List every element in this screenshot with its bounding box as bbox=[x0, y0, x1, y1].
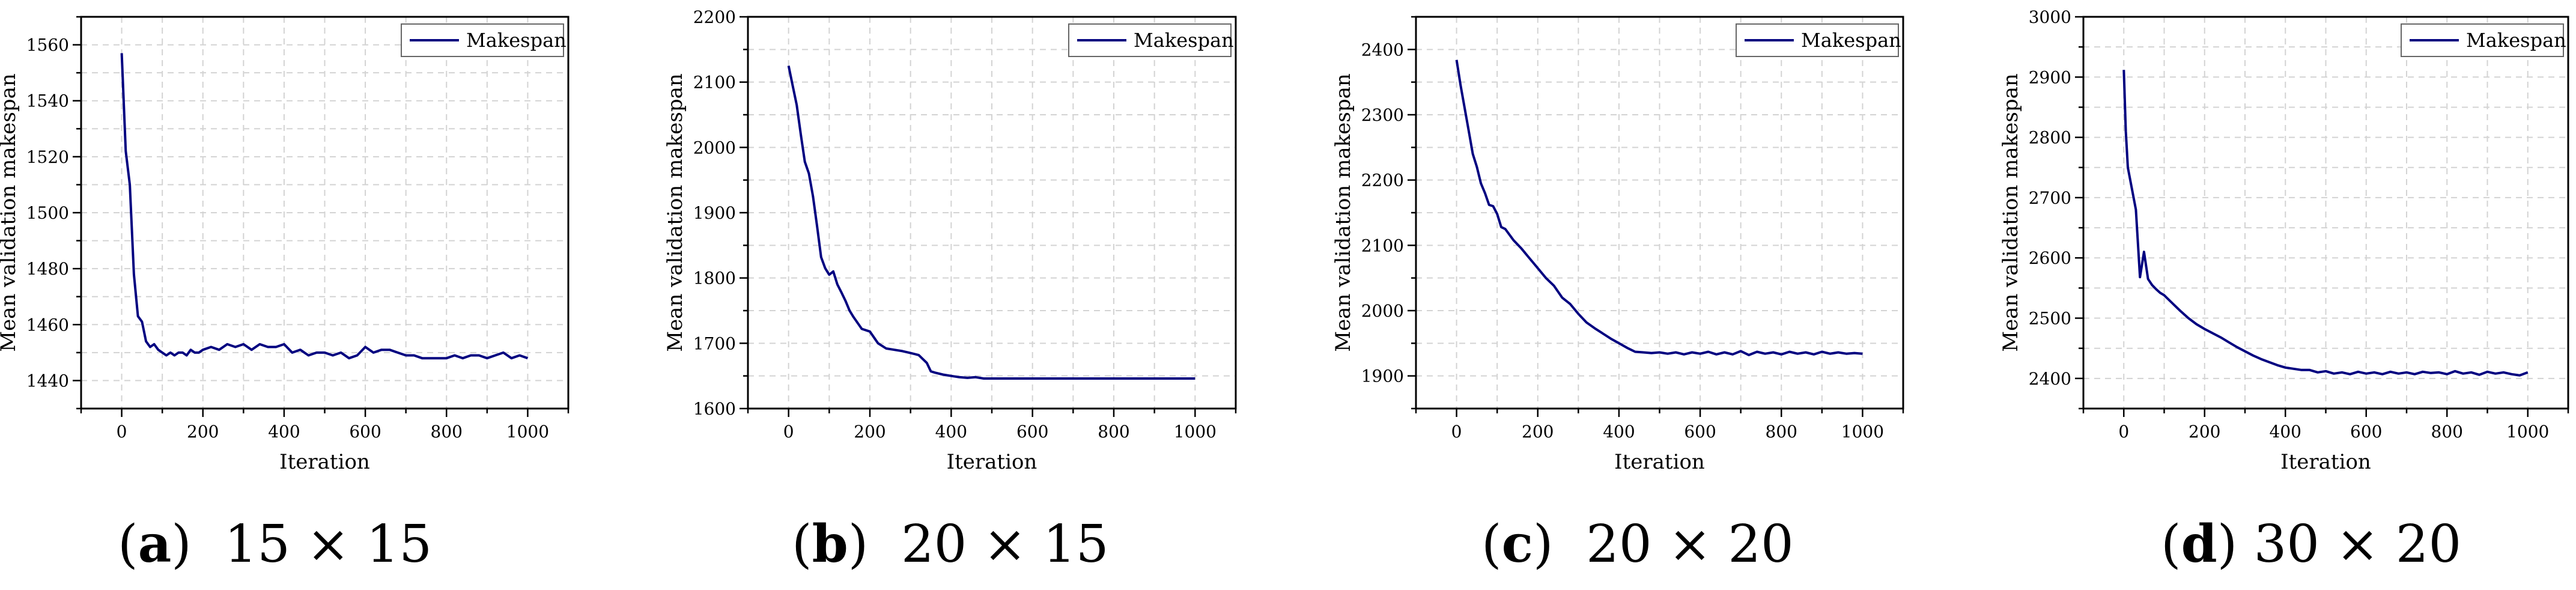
chart-c-y-tick-label: 2000 bbox=[1361, 301, 1404, 321]
chart-d-legend-label: Makespan bbox=[2466, 29, 2566, 52]
chart-c-legend-label: Makespan bbox=[1801, 29, 1901, 52]
chart-a-y-tick-label: 1440 bbox=[26, 371, 69, 391]
chart-b-y-tick-label: 1600 bbox=[693, 399, 736, 419]
caption-d: (d) 30 × 20 bbox=[2161, 514, 2462, 574]
chart-c-x-tick-label: 0 bbox=[1451, 422, 1462, 442]
chart-b-x-tick-label: 1000 bbox=[1174, 422, 1217, 442]
chart-d-x-tick-label: 0 bbox=[2118, 422, 2129, 442]
chart-d-x-tick-label: 200 bbox=[2189, 422, 2220, 442]
caption-c-letter: c bbox=[1501, 514, 1533, 574]
chart-b-y-tick-label: 2100 bbox=[693, 73, 736, 93]
chart-d-x-tick-label: 800 bbox=[2431, 422, 2463, 442]
chart-a-y-tick-label: 1500 bbox=[26, 203, 69, 223]
chart-d: 0 200 400 600 800 1000 2400 2500 2600 2700 2800 290… bbox=[1999, 7, 2569, 474]
chart-a-series-line-0 bbox=[120, 53, 529, 360]
chart-c-x-tick-label: 800 bbox=[1766, 422, 1797, 442]
chart-a-legend-label: Makespan bbox=[466, 29, 567, 52]
chart-b-y-tick-label: 2200 bbox=[693, 7, 736, 27]
chart-b-x-tick-label: 400 bbox=[935, 422, 967, 442]
chart-d-y-tick-label: 3000 bbox=[2029, 7, 2071, 27]
chart-c-x-axis-label: Iteration bbox=[1614, 450, 1705, 474]
chart-a-x-tick-label: 800 bbox=[431, 422, 463, 442]
chart-c-y-tick-label: 2400 bbox=[1361, 40, 1404, 59]
chart-d-y-axis-label: Mean validation makespan bbox=[1999, 73, 2023, 352]
caption-c-size: 20 × 20 bbox=[1586, 514, 1794, 574]
caption-b: (b) 20 × 15 bbox=[792, 514, 1109, 574]
caption-a-size: 15 × 15 bbox=[224, 514, 433, 574]
caption-d-size: 30 × 20 bbox=[2253, 514, 2462, 574]
chart-b-x-axis-label: Iteration bbox=[947, 450, 1037, 474]
chart-a-x-tick-label: 600 bbox=[349, 422, 381, 442]
chart-a-x-tick-label: 1000 bbox=[506, 422, 549, 442]
chart-c-series-line-0 bbox=[1455, 59, 1863, 356]
chart-b: 0 200 400 600 800 1000 1600 1700 1800 1900 2000 210… bbox=[663, 7, 1237, 474]
caption-a: (a) 15 × 15 bbox=[118, 514, 433, 574]
chart-c-x-tick-label: 1000 bbox=[1841, 422, 1884, 442]
chart-b-y-tick-label: 1700 bbox=[693, 333, 736, 353]
chart-a-x-tick-label: 400 bbox=[268, 422, 300, 442]
chart-d-x-tick-label: 1000 bbox=[2506, 422, 2549, 442]
chart-d-series-line-0 bbox=[2122, 70, 2529, 377]
chart-d-x-axis-label: Iteration bbox=[2280, 450, 2371, 474]
chart-a-y-tick-label: 1540 bbox=[26, 91, 69, 111]
chart-a-x-tick-label: 200 bbox=[187, 422, 219, 442]
chart-d-y-tick-label: 2500 bbox=[2029, 309, 2071, 329]
chart-b-series-line-0 bbox=[787, 65, 1195, 380]
chart-c-y-tick-label: 2100 bbox=[1361, 236, 1404, 255]
chart-d-y-tick-label: 2900 bbox=[2029, 67, 2071, 87]
chart-c-y-tick-label: 2300 bbox=[1361, 105, 1404, 125]
chart-a-y-tick-label: 1480 bbox=[26, 259, 69, 279]
chart-c-y-tick-label: 2200 bbox=[1361, 171, 1404, 190]
chart-c-x-tick-label: 600 bbox=[1684, 422, 1716, 442]
caption-b-letter: b bbox=[812, 514, 848, 574]
chart-b-y-tick-label: 2000 bbox=[693, 138, 736, 157]
chart-b-x-tick-label: 0 bbox=[783, 422, 794, 442]
chart-b-y-tick-label: 1800 bbox=[693, 269, 736, 288]
chart-c-y-axis-label: Mean validation makespan bbox=[1331, 73, 1355, 352]
chart-c: 0 200 400 600 800 1000 1900 2000 2100 2200 2300 240… bbox=[1331, 16, 1904, 474]
chart-b-x-tick-label: 600 bbox=[1016, 422, 1048, 442]
chart-d-y-tick-label: 2800 bbox=[2029, 128, 2071, 148]
chart-d-y-tick-label: 2400 bbox=[2029, 369, 2071, 389]
caption-b-size: 20 × 15 bbox=[901, 514, 1109, 574]
chart-d-y-tick-label: 2700 bbox=[2029, 188, 2071, 208]
chart-b-legend-label: Makespan bbox=[1134, 29, 1234, 52]
chart-a-x-tick-label: 0 bbox=[117, 422, 127, 442]
chart-a: 0 200 400 600 800 1000 1440 1460 1480 1500 1520 154… bbox=[0, 16, 570, 474]
chart-a-x-axis-label: Iteration bbox=[279, 450, 370, 474]
chart-a-y-tick-label: 1560 bbox=[26, 35, 69, 55]
chart-b-y-axis-label: Mean validation makespan bbox=[663, 73, 687, 352]
chart-b-x-tick-label: 800 bbox=[1098, 422, 1129, 442]
chart-d-y-tick-label: 2600 bbox=[2029, 248, 2071, 268]
chart-c-x-tick-label: 400 bbox=[1603, 422, 1635, 442]
chart-c-y-tick-label: 1900 bbox=[1361, 366, 1404, 386]
caption-d-letter: d bbox=[2181, 514, 2217, 574]
chart-a-y-tick-label: 1520 bbox=[26, 147, 69, 167]
chart-d-x-tick-label: 400 bbox=[2270, 422, 2301, 442]
caption-a-letter: a bbox=[138, 514, 172, 574]
chart-d-x-tick-label: 600 bbox=[2350, 422, 2382, 442]
chart-b-x-tick-label: 200 bbox=[854, 422, 886, 442]
chart-b-y-tick-label: 1900 bbox=[693, 203, 736, 223]
chart-a-y-axis-label: Mean validation makespan bbox=[0, 73, 20, 352]
chart-c-x-tick-label: 200 bbox=[1522, 422, 1554, 442]
chart-a-y-tick-label: 1460 bbox=[26, 315, 69, 335]
caption-c: (c) 20 × 20 bbox=[1481, 514, 1794, 574]
